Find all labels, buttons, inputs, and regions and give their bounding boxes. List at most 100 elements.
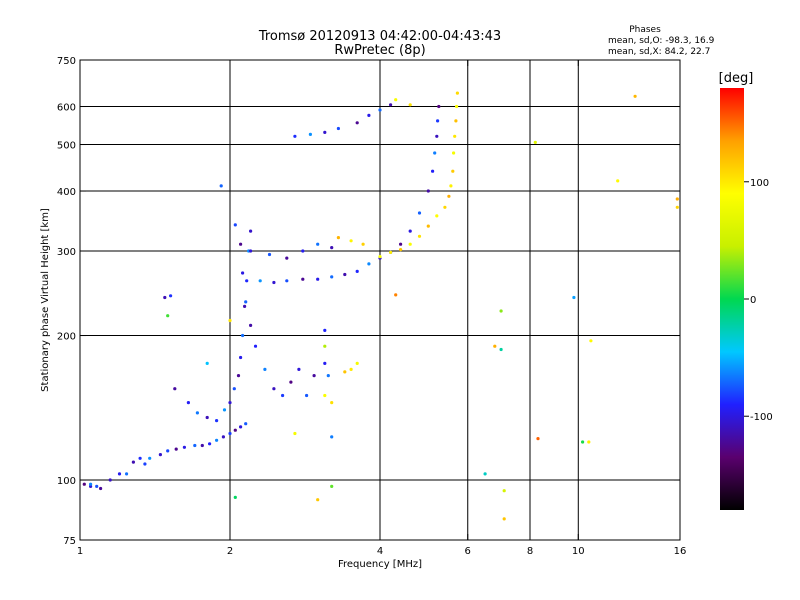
data-point — [336, 236, 340, 240]
data-point — [239, 242, 243, 246]
stats-o-mode: mean, sd,O: -98.3, 16.9 — [608, 36, 715, 46]
data-point — [330, 484, 334, 488]
data-point — [233, 223, 237, 227]
data-point — [82, 482, 86, 486]
data-point — [253, 344, 258, 348]
data-point — [244, 422, 248, 426]
data-point — [305, 393, 309, 398]
colorbar-tick-label: 0 — [750, 295, 756, 306]
data-point — [249, 249, 253, 253]
series-2 — [166, 140, 593, 521]
data-point — [239, 425, 243, 429]
data-point — [454, 119, 458, 123]
data-point — [408, 242, 412, 246]
data-point — [378, 255, 382, 259]
data-point — [272, 280, 276, 285]
data-point — [447, 194, 451, 198]
data-point — [245, 279, 249, 283]
data-point — [453, 134, 457, 138]
data-point — [205, 415, 209, 420]
y-tick-label: 750 — [57, 56, 76, 67]
data-point — [378, 108, 382, 112]
data-point — [330, 275, 334, 279]
data-point — [361, 242, 365, 246]
data-point — [258, 279, 262, 283]
data-point — [193, 443, 197, 448]
data-point — [316, 242, 320, 246]
colorbar-tick-label: 100 — [750, 178, 769, 189]
y-tick-label: 500 — [57, 141, 76, 152]
data-point — [182, 445, 186, 449]
data-point — [323, 328, 327, 332]
data-point — [108, 478, 112, 482]
data-point — [169, 294, 173, 298]
data-point — [208, 442, 212, 446]
y-tick-label: 300 — [57, 247, 76, 258]
x-tick-label: 4 — [377, 546, 383, 557]
data-point — [572, 295, 576, 300]
stats-heading: Phases — [629, 25, 661, 35]
y-tick-label: 600 — [57, 103, 76, 114]
data-point — [285, 256, 289, 260]
data-point — [272, 387, 276, 391]
x-tick-label: 6 — [465, 546, 471, 557]
data-point — [675, 197, 679, 201]
data-point — [222, 408, 227, 412]
data-point — [326, 374, 330, 378]
data-point — [502, 517, 506, 521]
data-point — [330, 246, 334, 250]
data-point — [166, 314, 170, 318]
y-tick-label: 100 — [57, 476, 76, 487]
data-point — [426, 224, 430, 228]
data-point — [233, 495, 237, 499]
data-point — [394, 98, 398, 102]
data-point — [228, 318, 232, 323]
data-point — [308, 132, 312, 136]
data-point — [343, 370, 347, 374]
data-point — [316, 498, 320, 502]
data-point — [297, 367, 301, 371]
data-point — [367, 262, 371, 266]
data-point — [435, 134, 439, 138]
colorbar — [720, 88, 744, 510]
data-point — [267, 252, 272, 257]
data-point — [533, 140, 537, 144]
data-point — [316, 277, 320, 281]
data-point — [138, 456, 142, 460]
data-point — [117, 472, 122, 476]
data-point — [435, 214, 439, 218]
data-point — [233, 428, 237, 432]
data-point — [581, 440, 585, 444]
data-point — [241, 333, 245, 338]
data-point — [241, 271, 245, 275]
data-point — [408, 103, 412, 107]
plot-frame — [79, 59, 681, 541]
data-point — [394, 293, 398, 297]
data-point — [455, 91, 459, 95]
data-point — [95, 484, 99, 488]
data-point — [433, 151, 437, 155]
data-point — [163, 295, 167, 300]
data-point — [349, 367, 353, 371]
data-point — [173, 387, 177, 391]
data-point — [589, 339, 593, 343]
x-tick-label: 16 — [674, 546, 687, 557]
data-point — [301, 277, 305, 281]
data-point — [493, 344, 497, 348]
data-point — [355, 269, 359, 273]
data-point — [148, 456, 152, 460]
data-point — [293, 431, 297, 436]
data-point — [323, 344, 327, 348]
data-point — [215, 438, 219, 442]
colorbar-tick-label: -100 — [750, 412, 773, 423]
axis-ticks: 1 2 4 6 8 10 16 75 100 200 300 400 500 600 750 — [57, 56, 686, 557]
data-point — [228, 401, 232, 405]
data-point — [99, 486, 103, 491]
stats-x-mode: mean, sd,X: 84.2, 22.7 — [608, 47, 710, 57]
data-point — [452, 151, 456, 155]
data-point — [186, 401, 190, 405]
data-point — [499, 347, 503, 352]
data-point — [301, 249, 305, 253]
data-point — [355, 361, 359, 365]
